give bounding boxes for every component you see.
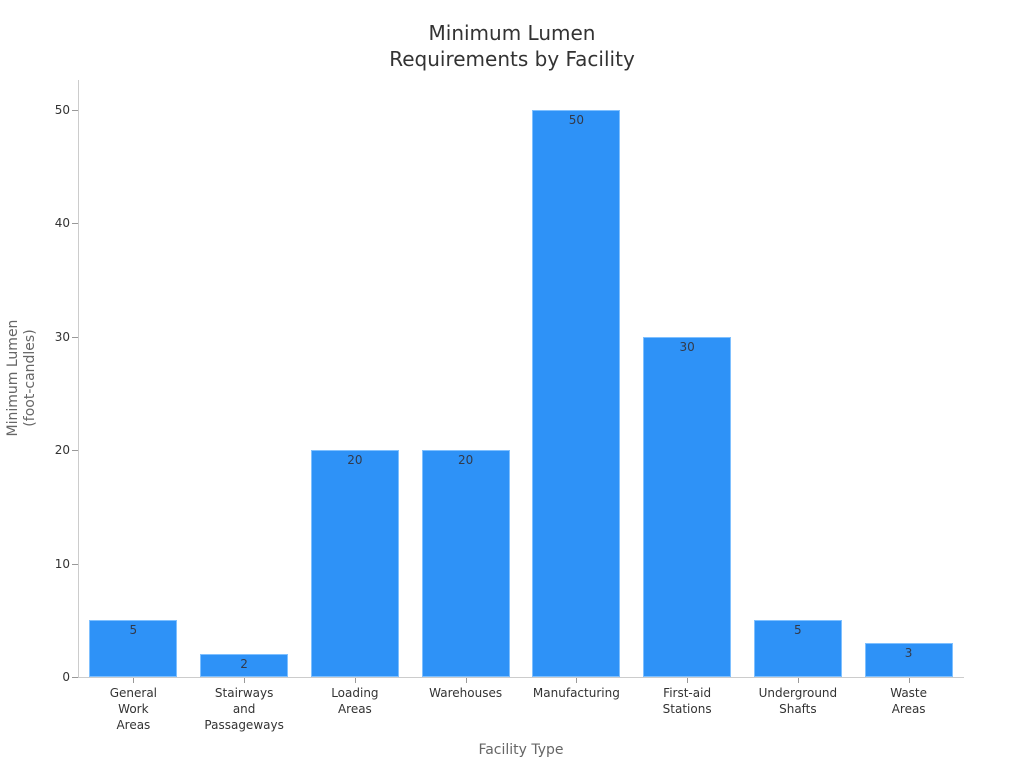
y-tick-mark xyxy=(72,677,78,678)
y-tick-label: 50 xyxy=(54,103,70,117)
x-tick-label: General Work Areas xyxy=(109,686,158,732)
x-tick-label: Manufacturing xyxy=(532,686,620,700)
x-tick-label: Warehouses xyxy=(429,686,503,700)
bar-value-label: 2 xyxy=(240,657,248,672)
y-tick-mark xyxy=(72,223,78,225)
bar-value-label: 5 xyxy=(794,623,802,638)
bar[interactable]: 5 xyxy=(89,620,178,677)
x-tick-mark xyxy=(465,678,467,683)
x-tick-mark xyxy=(576,678,578,683)
x-axis-title: Facility Type xyxy=(478,742,564,758)
bar-value-label: 3 xyxy=(904,645,913,660)
x-tick-mark xyxy=(908,678,910,683)
bar[interactable]: 20 xyxy=(310,450,399,677)
bar-value-label: 50 xyxy=(568,113,585,127)
y-tick-label: 10 xyxy=(54,556,70,571)
bar[interactable]: 50 xyxy=(532,110,621,677)
bar-value-label: 20 xyxy=(457,453,474,468)
y-tick-label: 40 xyxy=(54,216,70,231)
x-axis-line xyxy=(78,677,964,678)
bar[interactable]: 2 xyxy=(200,654,289,677)
y-tick-mark xyxy=(72,563,78,565)
bar[interactable]: 30 xyxy=(643,336,732,677)
bar[interactable]: 3 xyxy=(864,642,953,677)
bar-value-label: 20 xyxy=(347,453,363,468)
x-tick-label: Loading Areas xyxy=(331,686,379,716)
bar-value-label: 30 xyxy=(679,339,695,354)
x-tick-mark xyxy=(244,678,246,683)
chart-title-line2: Requirements by Facility xyxy=(389,47,635,71)
bar[interactable]: 20 xyxy=(421,450,510,677)
x-tick-mark xyxy=(687,678,689,683)
chart-title-line1: Minimum Lumen xyxy=(428,21,596,45)
y-axis-line xyxy=(78,80,79,678)
y-tick-label: 30 xyxy=(54,329,70,344)
x-tick-label: Stairways and Passageways xyxy=(204,686,284,732)
y-tick-mark xyxy=(72,110,78,111)
y-tick-label: 20 xyxy=(54,443,70,458)
y-tick-label: 0 xyxy=(62,670,70,684)
x-tick-label: Waste Areas xyxy=(890,686,928,716)
x-tick-label: First-aid Stations xyxy=(662,686,712,716)
bar-value-label: 5 xyxy=(129,623,138,638)
x-tick-label: Underground Shafts xyxy=(758,686,838,716)
y-tick-mark xyxy=(72,336,78,338)
y-tick-mark xyxy=(72,450,78,452)
chart-title: Minimum Lumen Requirements by Facility xyxy=(0,20,1024,72)
x-tick-mark xyxy=(133,678,135,683)
bar[interactable]: 5 xyxy=(753,620,842,677)
x-tick-mark xyxy=(354,678,356,683)
x-tick-mark xyxy=(797,678,799,683)
